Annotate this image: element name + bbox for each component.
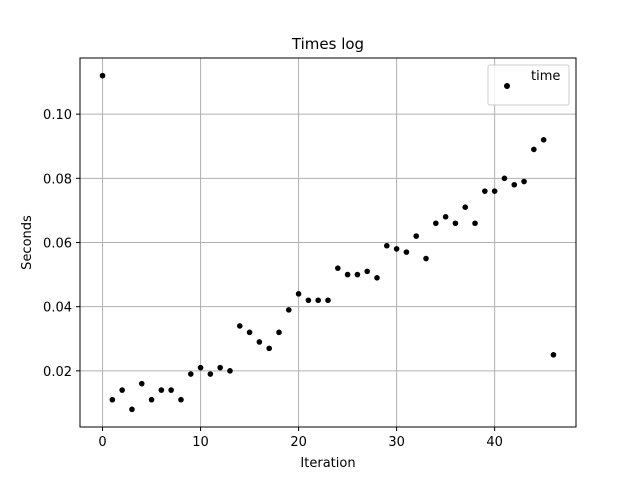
data-point [315,297,321,304]
y-tick-label: 0.10 [43,108,72,123]
data-point [178,396,184,403]
data-point [158,387,165,393]
legend-label: time [531,69,560,84]
data-point [109,396,116,403]
data-point [119,387,125,393]
data-point [472,220,478,227]
data-point [452,220,459,227]
grid-lines [80,58,576,427]
x-tick-label: 40 [486,435,503,450]
data-point [305,297,312,304]
chart-title: Times log [291,35,364,53]
x-axis-label: Iteration [300,456,355,471]
data-point [246,329,253,336]
data-point [491,188,498,194]
data-point [423,255,429,262]
data-point [148,396,155,403]
data-point [442,214,449,220]
x-tick-label: 0 [98,435,106,450]
data-point [482,188,488,194]
data-point [285,307,292,313]
data-point [236,323,243,329]
data-point [266,345,272,352]
data-point [540,137,547,143]
data-point [138,380,145,387]
x-axis-ticks: 0 10 20 30 40 [98,427,503,450]
y-tick-label: 0.02 [43,365,72,380]
x-tick-label: 10 [192,435,209,450]
data-point [187,371,194,377]
data-point [501,175,508,182]
data-point [256,339,263,345]
y-axis-ticks: 0.02 0.04 0.06 0.08 0.10 [43,108,80,380]
data-point [354,271,361,278]
data-point [129,406,135,413]
data-point [276,329,282,336]
x-tick-label: 20 [290,435,307,450]
data-point [550,352,557,358]
data-point [335,265,341,271]
y-tick-label: 0.08 [43,172,72,187]
data-point [374,274,380,281]
data-points [99,72,557,413]
data-point [384,242,390,249]
data-point [403,249,410,255]
data-point [168,387,174,393]
data-point [325,297,331,304]
data-point [393,246,400,252]
legend-marker [504,83,510,89]
data-point [511,181,518,188]
data-point [531,146,537,153]
x-tick-label: 30 [388,435,405,450]
data-point [295,291,302,297]
legend-box [487,64,570,106]
data-point [227,368,233,374]
data-point [344,271,351,278]
data-point [99,72,106,79]
data-point [462,204,469,211]
y-axis-label: Seconds [20,215,35,270]
data-point [433,220,439,227]
data-point [197,364,204,371]
data-point [207,371,214,377]
data-point [364,268,371,275]
y-tick-label: 0.04 [43,301,72,316]
data-point [217,364,223,371]
data-point [521,178,527,185]
y-tick-label: 0.06 [43,237,72,252]
data-point [413,233,420,239]
legend: time [487,64,570,106]
